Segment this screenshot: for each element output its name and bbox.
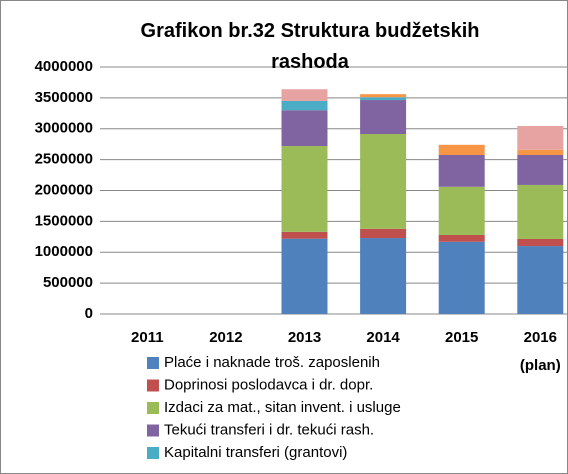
bar-segment (281, 146, 328, 232)
y-tick-label: 1000000 (35, 243, 93, 260)
bar-segment (438, 186, 485, 235)
bar-segment (438, 234, 485, 242)
x-tick-label: 2016 (plan) (519, 329, 561, 374)
legend-swatch (147, 402, 159, 414)
y-tick-label: 4000000 (35, 58, 93, 75)
legend-swatch (147, 379, 159, 392)
chart-title: Grafikon br.32 Struktura budžetskih rash… (140, 20, 480, 73)
y-tick-label: 3000000 (35, 120, 93, 137)
bar-segment (360, 97, 407, 101)
bar-segment (438, 144, 485, 155)
y-tick-label: 3500000 (35, 89, 93, 106)
bar-segment (281, 110, 328, 147)
y-tick-label: 500000 (43, 274, 93, 291)
legend-label: Kapitalni transferi (grantovi) (164, 444, 347, 461)
x-tick-label: 2011 (131, 329, 164, 346)
bar-segment (360, 228, 407, 239)
x-tick-label: 2014 (366, 329, 400, 346)
x-tick-label: 2015 (445, 329, 479, 346)
y-tick-label: 2000000 (35, 181, 93, 198)
y-tick-label: 0 (85, 305, 93, 322)
bar-segment (517, 125, 564, 150)
bar-segment (281, 100, 328, 111)
bar-segment (517, 184, 564, 239)
bar-segment (438, 241, 485, 314)
y-tick-label: 1500000 (35, 212, 93, 229)
bar-segment (281, 238, 328, 314)
bar-segment (360, 94, 407, 98)
legend-swatch (147, 424, 159, 437)
bar-segment (281, 89, 328, 101)
bar-segment (360, 238, 407, 314)
legend-label: Izdaci za mat., sitan invent. i usluge (164, 399, 401, 416)
x-tick-label: 2013 (287, 329, 322, 346)
bar-segment (517, 246, 564, 314)
legend-swatch (147, 357, 159, 369)
bar-segment (517, 149, 564, 155)
legend-label: Doprinosi poslodavca i dr. dopr. (164, 376, 373, 393)
bar-segment (438, 154, 485, 187)
bar-segment (517, 154, 564, 185)
legend-swatch (147, 447, 159, 459)
legend-label: Plaće i naknade troš. zaposlenih (164, 354, 380, 371)
bar-segment (517, 238, 564, 247)
bar-segment (360, 100, 407, 134)
bar-segment (281, 231, 328, 239)
y-tick-label: 2500000 (35, 151, 93, 168)
x-tick-label: 2012 (209, 329, 243, 346)
bar-segment (360, 133, 407, 229)
legend-label: Tekući transferi i dr. tekući rash. (164, 421, 374, 438)
